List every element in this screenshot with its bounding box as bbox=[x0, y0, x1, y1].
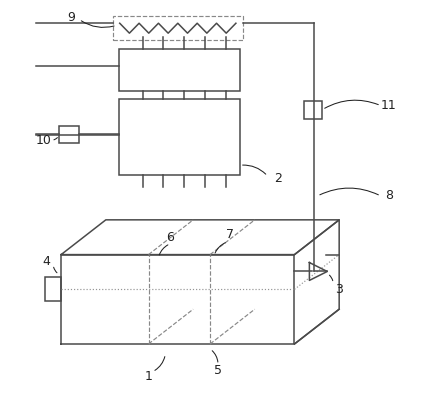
Bar bbox=[59, 126, 79, 143]
Text: 1: 1 bbox=[145, 370, 152, 383]
Text: 11: 11 bbox=[381, 99, 396, 112]
Text: 4: 4 bbox=[42, 255, 50, 268]
Text: 7: 7 bbox=[226, 228, 234, 241]
Bar bbox=[119, 99, 240, 175]
Text: 2: 2 bbox=[274, 172, 281, 184]
Text: 10: 10 bbox=[36, 134, 51, 147]
Bar bbox=[45, 277, 61, 301]
Bar bbox=[305, 101, 322, 118]
Text: 6: 6 bbox=[166, 231, 174, 244]
Text: 5: 5 bbox=[214, 364, 222, 377]
Text: 9: 9 bbox=[67, 11, 75, 24]
Text: 3: 3 bbox=[335, 283, 343, 296]
Text: 8: 8 bbox=[385, 188, 393, 201]
Bar bbox=[113, 16, 243, 40]
Bar bbox=[119, 49, 240, 91]
